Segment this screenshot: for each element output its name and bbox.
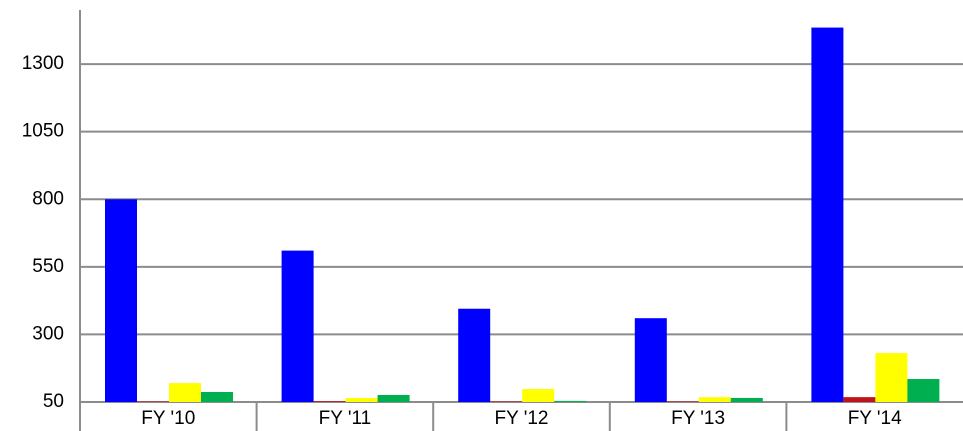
bar (522, 389, 555, 402)
y-tick-label: 1050 (22, 121, 64, 142)
bar (698, 397, 731, 402)
x-tick-label: FY '10 (141, 408, 195, 429)
bar (458, 308, 491, 402)
bar (843, 397, 876, 402)
bar (313, 401, 346, 402)
y-tick-label: 550 (32, 256, 64, 277)
bar (137, 401, 169, 402)
bar (634, 318, 667, 402)
y-tick-label: 800 (32, 188, 64, 209)
bar (907, 379, 940, 402)
bar (490, 401, 523, 402)
bar (377, 394, 410, 402)
y-tick-label: 50 (43, 391, 64, 412)
bar (345, 397, 378, 402)
bar (811, 27, 844, 402)
x-tick-label: FY '14 (848, 408, 902, 429)
x-tick-label: FY '13 (671, 408, 725, 429)
bar (666, 401, 699, 402)
x-tick-label: FY '12 (495, 408, 549, 429)
bar (875, 353, 908, 402)
bar (105, 199, 137, 402)
bar (730, 397, 763, 402)
y-tick-label: 1300 (22, 53, 64, 74)
bar (201, 391, 233, 402)
bar (281, 250, 314, 402)
y-tick-label: 300 (32, 323, 64, 344)
bar (169, 383, 201, 402)
x-tick-label: FY '11 (319, 408, 372, 429)
bar (554, 400, 587, 402)
